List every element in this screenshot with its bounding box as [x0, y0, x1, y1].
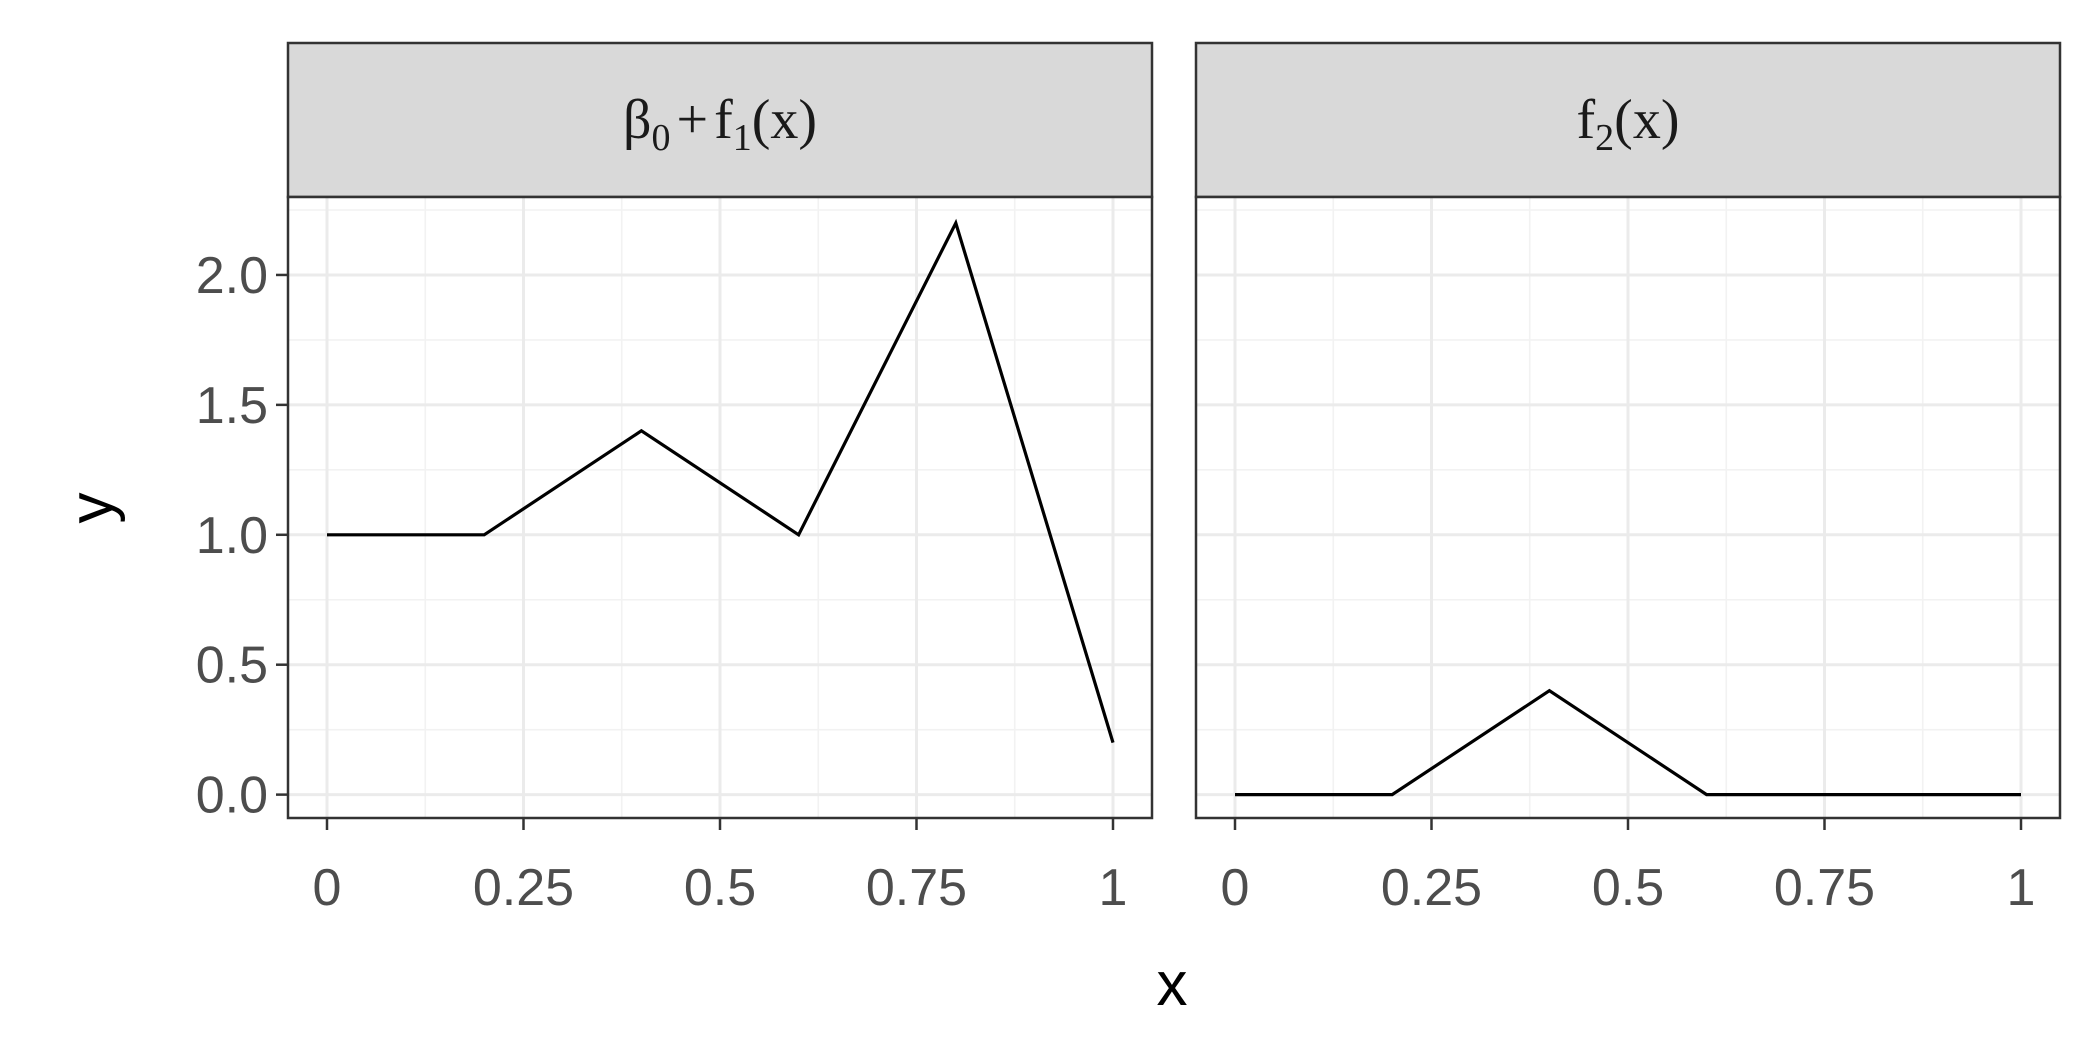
panel-1-line: [327, 218, 1115, 744]
y-tick-label: 1.0: [196, 507, 268, 565]
panel-2-strip-f: f: [1577, 89, 1596, 151]
panel-2-strip-sub: 2: [1595, 117, 1614, 159]
panel-1-x-tick-label: 0.5: [684, 859, 756, 917]
y-tick-label: 0.0: [196, 767, 268, 825]
panel-2-x-tick-label: 0: [1221, 859, 1250, 917]
panel-1-strip-f: f: [714, 89, 733, 151]
x-axis-title: x: [1157, 950, 1188, 1019]
panel-1-strip: [286, 41, 1154, 199]
y-axis-title: y: [57, 493, 126, 524]
y-tick-label: 2.0: [196, 247, 268, 305]
panel-1-strip-sub0: 0: [651, 117, 670, 159]
panel-1-x-tick-label: 0.75: [866, 859, 967, 917]
panel-2-strip-arg: (x): [1614, 89, 1679, 151]
panel-1-strip-label: β0 + f1(x): [623, 89, 817, 159]
panel-1-grid: [288, 197, 1152, 818]
y-axis: 0.0 0.5 1.0 1.5 2.0: [196, 247, 288, 825]
panel-2-x-tick-label: 0.75: [1774, 859, 1875, 917]
panel-1-strip-beta: β: [623, 89, 652, 151]
panel-1-x-tick-label: 0.25: [473, 859, 574, 917]
panel-1-x-tick-label: 0: [313, 859, 342, 917]
panel-2-x-tick-label: 0.5: [1592, 859, 1664, 917]
panel-1-strip-arg: (x): [752, 89, 817, 151]
panel-2: f2(x) 0 0.25 0.5 0.75 1: [1194, 41, 2062, 917]
panel-2-grid: [1196, 197, 2060, 818]
y-tick-label: 1.5: [196, 377, 268, 435]
panel-1-x-tick-label: 1: [1099, 859, 1128, 917]
panel-2-strip: [1194, 41, 2062, 199]
panel-2-x-tick-label: 0.25: [1381, 859, 1482, 917]
panel-2-x-tick-label: 1: [2007, 859, 2036, 917]
panel-1-strip-sub1: 1: [733, 117, 752, 159]
panel-1-x-axis: 0 0.25 0.5 0.75 1: [313, 818, 1128, 917]
panel-2-line: [1235, 688, 2021, 797]
y-tick-label: 0.5: [196, 637, 268, 695]
panel-1-strip-plus: +: [676, 89, 708, 151]
panel-2-x-axis: 0 0.25 0.5 0.75 1: [1221, 818, 2036, 917]
panel-1: β0 + f1(x) 0 0.25 0.5 0.75 1: [286, 41, 1154, 917]
panel-2-strip-label: f2(x): [1577, 89, 1680, 159]
